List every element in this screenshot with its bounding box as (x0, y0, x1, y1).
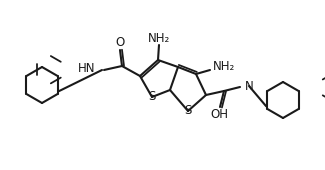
Text: NH₂: NH₂ (213, 61, 235, 73)
Text: HN: HN (77, 63, 95, 75)
Text: OH: OH (210, 108, 228, 122)
Text: N: N (245, 80, 254, 92)
Text: S: S (184, 105, 192, 117)
Text: O: O (115, 37, 124, 49)
Text: NH₂: NH₂ (148, 31, 170, 45)
Text: S: S (148, 90, 156, 104)
